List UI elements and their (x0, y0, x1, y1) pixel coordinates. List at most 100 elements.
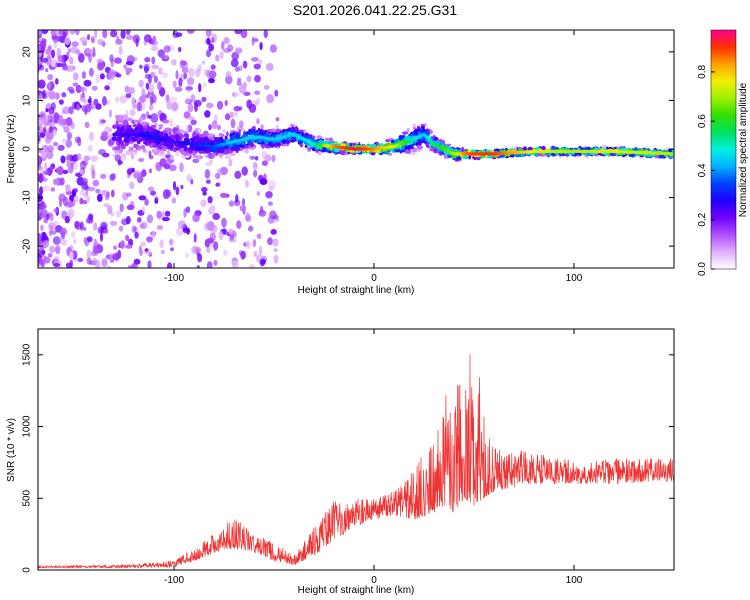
noise-cell (84, 107, 88, 115)
ridge-cell (425, 142, 429, 148)
noise-cell (235, 48, 243, 54)
noise-cell (149, 96, 154, 106)
noise-cell (147, 186, 155, 192)
noise-cell (61, 138, 68, 144)
noise-cell (207, 196, 213, 204)
noise-cell (110, 30, 118, 38)
ridge-cell (301, 131, 304, 137)
noise-cell (203, 82, 207, 88)
ridge-cell (145, 141, 149, 146)
noise-cell (133, 258, 141, 265)
noise-cell (256, 191, 260, 196)
noise-cell (195, 68, 201, 78)
noise-cell (132, 34, 140, 44)
ridge-cell (243, 133, 247, 137)
noise-cell (115, 96, 119, 103)
y-tick-label: 1500 (22, 343, 33, 366)
ridge-cell (370, 145, 376, 148)
noise-cell (41, 185, 50, 191)
ridge-cell (486, 150, 490, 153)
noise-cell (126, 192, 132, 197)
ridge-cell (246, 131, 252, 135)
ridge-cell (122, 114, 129, 120)
noise-cell (216, 100, 224, 110)
ridge-cell (192, 154, 198, 159)
noise-cell (249, 155, 256, 160)
noise-cell (99, 232, 104, 242)
noise-cell (58, 99, 64, 105)
noise-cell (92, 257, 98, 266)
noise-cell (45, 213, 51, 221)
ridge-cell (205, 148, 208, 154)
noise-cell (267, 237, 273, 246)
noise-cell (254, 90, 261, 95)
noise-cell (145, 82, 150, 90)
ridge-cell (118, 149, 124, 154)
noise-cell (201, 96, 207, 102)
ridge-cell (268, 129, 275, 133)
noise-cell (275, 117, 280, 122)
ridge-cell (129, 140, 133, 144)
noise-cell (76, 153, 82, 161)
noise-cell (206, 261, 213, 268)
noise-cell (137, 217, 142, 223)
snr-y-ticks: 0 500 1000 1500 (22, 343, 674, 573)
ridge-cell (118, 117, 124, 124)
ridge-cell (148, 139, 152, 144)
noise-cell (162, 119, 170, 124)
noise-cell (125, 216, 131, 225)
spectrogram-y-label: Frequency (Hz) (6, 115, 17, 184)
ridge-cell (138, 127, 144, 132)
noise-cell (53, 112, 60, 122)
noise-cell (184, 97, 191, 103)
noise-cell (38, 45, 42, 52)
noise-cell (244, 180, 249, 188)
noise-cell (150, 113, 159, 123)
ridge-cell (228, 143, 232, 148)
noise-cell (116, 35, 120, 42)
ridge-cell (266, 129, 270, 132)
noise-cell (69, 251, 74, 261)
ridge-cell (208, 152, 213, 158)
ridge-cell (420, 125, 425, 130)
noise-cell (69, 56, 74, 65)
noise-cell (213, 259, 218, 266)
noise-cell (83, 193, 88, 198)
noise-cell (109, 220, 118, 226)
noise-cell (79, 160, 87, 170)
noise-cell (50, 187, 56, 192)
noise-cell (63, 125, 70, 133)
noise-cell (141, 206, 145, 213)
ridge-cell (260, 144, 267, 148)
noise-cell (84, 121, 90, 129)
noise-cell (181, 67, 189, 74)
ridge-cell (135, 120, 141, 123)
spectrogram-x-ticks: -100 0 100 (164, 30, 583, 284)
noise-cell (42, 89, 46, 98)
noise-cell (162, 55, 169, 60)
noise-cell (96, 193, 103, 202)
noise-cell (81, 181, 89, 191)
ridge-cell (527, 146, 533, 151)
noise-cell (39, 132, 46, 138)
noise-cell (231, 260, 239, 268)
noise-cell (187, 77, 195, 86)
noise-cell (172, 181, 177, 191)
ridge-cell (461, 146, 464, 153)
colorbar-gradient (711, 30, 736, 269)
ridge-cell (412, 123, 417, 128)
ridge-cell (307, 147, 312, 151)
noise-cell (253, 169, 258, 178)
noise-cell (123, 64, 128, 70)
ridge-cell (187, 139, 190, 143)
noise-cell (87, 98, 92, 104)
noise-cell (89, 131, 94, 141)
noise-cell (147, 260, 152, 268)
ridge-cell (264, 139, 269, 145)
noise-cell (210, 64, 216, 70)
noise-cell (106, 191, 110, 198)
ridge-cell (414, 131, 418, 136)
noise-cell (168, 118, 174, 127)
colorbar-tick-label: 0.2 (697, 212, 708, 226)
noise-cell (38, 116, 44, 127)
